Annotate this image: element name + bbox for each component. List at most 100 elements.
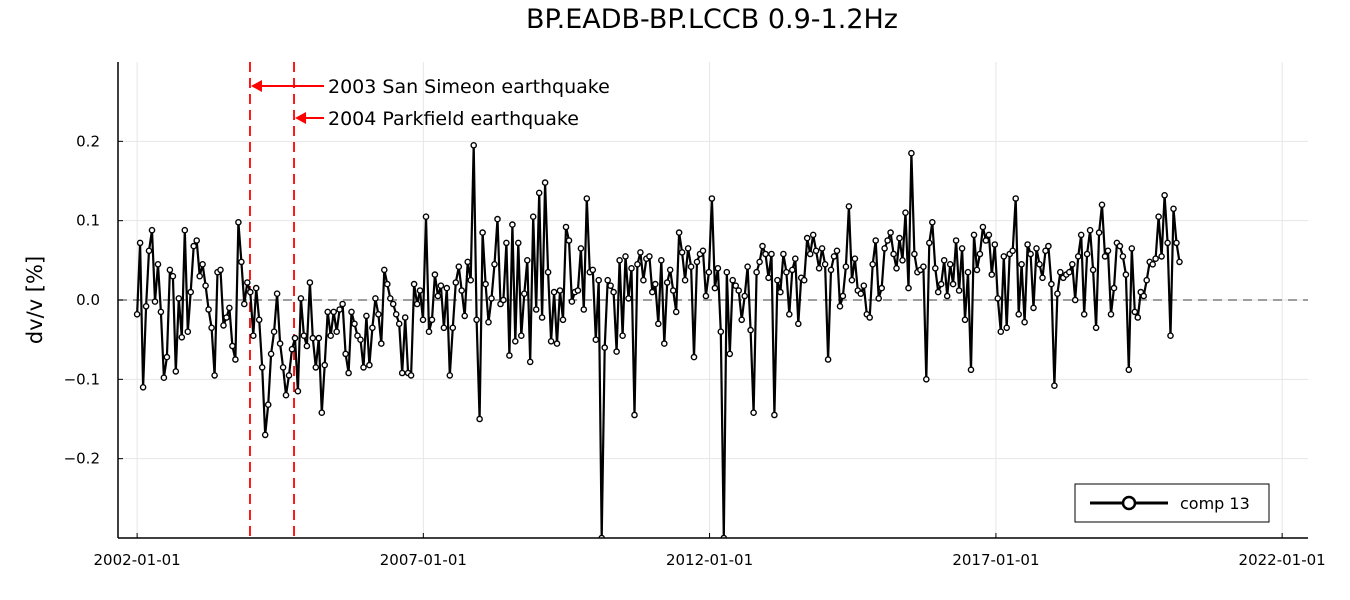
data-point — [574, 287, 582, 294]
data-point — [386, 295, 394, 302]
data-point — [613, 348, 620, 355]
data-point — [541, 179, 549, 186]
data-point — [193, 237, 200, 244]
data-point — [949, 280, 957, 288]
data-point — [619, 332, 626, 340]
data-point — [610, 288, 617, 296]
data-point — [160, 374, 168, 382]
data-point — [655, 320, 662, 328]
data-point — [952, 237, 960, 244]
data-point — [979, 223, 987, 231]
data-point — [255, 316, 263, 324]
data-point — [658, 256, 665, 264]
data-point — [1143, 276, 1150, 284]
data-point — [232, 356, 239, 363]
data-point — [937, 280, 945, 288]
x-tick-label: 2017-01-01 — [952, 551, 1039, 569]
data-point — [172, 368, 180, 375]
data-point — [649, 288, 656, 296]
x-tick-label: 2007-01-01 — [380, 551, 467, 569]
data-point — [238, 258, 245, 266]
data-point — [934, 288, 942, 296]
data-point — [830, 253, 838, 260]
data-point — [479, 229, 486, 236]
data-point — [672, 308, 680, 316]
data-point — [488, 295, 495, 302]
data-point — [518, 332, 525, 340]
data-point — [163, 353, 171, 361]
data-point — [383, 280, 391, 288]
data-point — [1140, 292, 1147, 300]
data-point — [249, 332, 257, 340]
data-point — [1164, 239, 1171, 247]
data-point — [911, 250, 918, 258]
data-point — [199, 260, 206, 268]
data-point — [151, 298, 159, 305]
data-point — [857, 290, 865, 298]
data-point — [246, 288, 254, 296]
data-point — [1122, 271, 1130, 278]
data-point — [589, 266, 597, 274]
data-point — [726, 350, 734, 358]
data-point — [220, 322, 227, 329]
data-point — [1018, 260, 1025, 268]
data-point — [452, 279, 460, 286]
data-point — [377, 340, 385, 347]
data-point — [467, 276, 475, 284]
data-point — [902, 209, 909, 216]
data-point — [312, 364, 320, 371]
data-point — [1167, 332, 1174, 340]
data-point — [380, 266, 388, 274]
event-label: 2003 San Simeon earthquake — [328, 76, 610, 98]
data-point — [1125, 366, 1133, 374]
data-point — [1116, 242, 1124, 250]
data-point — [139, 383, 147, 391]
data-point — [926, 239, 933, 247]
data-point — [410, 280, 418, 288]
data-point — [955, 287, 963, 294]
data-point — [1030, 304, 1037, 312]
data-point — [538, 314, 546, 321]
data-point — [753, 268, 760, 276]
data-point — [509, 221, 516, 228]
y-tick-label: 0.0 — [76, 291, 100, 309]
data-point — [273, 290, 281, 298]
data-point — [500, 296, 507, 304]
x-tick-label: 2022-01-01 — [1239, 551, 1326, 569]
data-point — [669, 287, 677, 294]
data-point — [815, 264, 823, 272]
data-point — [708, 195, 716, 202]
data-point — [261, 431, 269, 439]
legend-label: comp 13 — [1180, 494, 1250, 513]
event-arrowhead — [250, 80, 262, 92]
data-point — [202, 282, 209, 290]
data-point — [690, 353, 698, 361]
data-point — [1021, 318, 1028, 326]
data-point — [616, 256, 623, 264]
data-point — [506, 352, 513, 359]
data-point — [652, 280, 659, 288]
data-point — [661, 340, 668, 347]
data-point — [848, 276, 856, 284]
data-point — [741, 292, 749, 300]
data-point — [205, 306, 212, 313]
series-layer — [133, 141, 1183, 538]
data-point — [768, 250, 775, 258]
data-point — [747, 326, 754, 334]
data-point — [544, 268, 552, 276]
data-point — [973, 266, 981, 274]
data-point — [786, 310, 793, 318]
data-point — [646, 253, 653, 260]
data-point — [777, 288, 784, 296]
data-point — [592, 336, 600, 344]
data-point — [675, 229, 683, 236]
data-point — [211, 372, 218, 379]
data-point — [175, 295, 183, 302]
data-point — [890, 250, 897, 258]
data-point — [732, 282, 740, 290]
y-axis-label: dv/v [%] — [23, 256, 47, 344]
data-point — [196, 272, 203, 280]
data-point — [836, 302, 844, 310]
data-point — [923, 375, 930, 383]
data-point — [243, 279, 251, 286]
